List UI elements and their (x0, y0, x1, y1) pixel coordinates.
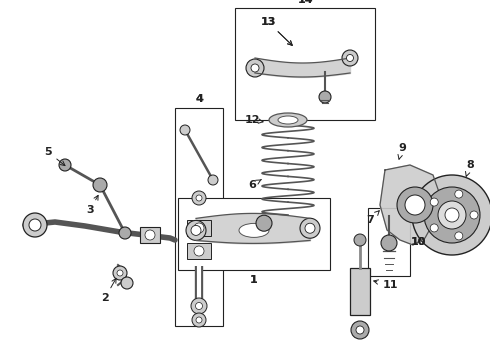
Circle shape (438, 201, 466, 229)
Circle shape (412, 175, 490, 255)
Text: 14: 14 (297, 0, 313, 5)
Circle shape (119, 227, 131, 239)
Text: 6: 6 (248, 180, 261, 190)
Circle shape (186, 220, 206, 240)
Bar (235, 8, 375, 120)
Bar (350, 268, 370, 315)
Circle shape (405, 195, 425, 215)
Circle shape (470, 211, 478, 219)
Circle shape (145, 230, 155, 240)
Circle shape (342, 50, 358, 66)
Bar (175, 108, 223, 326)
Bar (368, 208, 410, 276)
Ellipse shape (278, 116, 298, 124)
Text: 1: 1 (250, 275, 258, 285)
Text: 13: 13 (260, 17, 292, 45)
Circle shape (191, 225, 201, 235)
Circle shape (305, 223, 315, 233)
Circle shape (319, 91, 331, 103)
Text: 8: 8 (466, 160, 474, 176)
Text: 2: 2 (101, 278, 116, 303)
Circle shape (208, 175, 218, 185)
Circle shape (430, 198, 438, 206)
Circle shape (196, 195, 202, 201)
Circle shape (191, 298, 207, 314)
Circle shape (113, 266, 127, 280)
Text: 14: 14 (297, 0, 313, 5)
Ellipse shape (269, 113, 307, 127)
Bar (178, 198, 330, 270)
Circle shape (29, 219, 41, 231)
Circle shape (351, 321, 369, 339)
Circle shape (356, 326, 364, 334)
Circle shape (424, 187, 480, 243)
Circle shape (192, 313, 206, 327)
Circle shape (397, 187, 433, 223)
Text: 13: 13 (260, 17, 292, 45)
Circle shape (246, 59, 264, 77)
Circle shape (300, 218, 320, 238)
Circle shape (256, 215, 272, 231)
Text: 4: 4 (195, 94, 203, 104)
Text: 3: 3 (86, 195, 98, 215)
Text: 10: 10 (410, 237, 426, 247)
Circle shape (381, 235, 397, 251)
Text: 12: 12 (244, 115, 263, 125)
Circle shape (196, 302, 202, 310)
Circle shape (196, 317, 202, 323)
Circle shape (180, 125, 190, 135)
Text: 1: 1 (250, 275, 258, 285)
Text: 9: 9 (398, 143, 406, 159)
Bar (187, 243, 211, 259)
Text: 10: 10 (410, 237, 426, 247)
Circle shape (354, 234, 366, 246)
Circle shape (194, 246, 204, 256)
Bar (187, 220, 211, 236)
Circle shape (93, 178, 107, 192)
Circle shape (455, 232, 463, 240)
Bar (140, 227, 160, 243)
Ellipse shape (239, 224, 269, 237)
Text: 5: 5 (44, 147, 65, 166)
Circle shape (455, 190, 463, 198)
Circle shape (251, 64, 259, 72)
Circle shape (445, 208, 459, 222)
Circle shape (194, 223, 204, 233)
Circle shape (346, 54, 353, 62)
Text: 11: 11 (374, 280, 398, 290)
Text: 7: 7 (366, 211, 379, 225)
Circle shape (59, 159, 71, 171)
Circle shape (121, 277, 133, 289)
Circle shape (430, 224, 438, 232)
Circle shape (117, 270, 123, 276)
Polygon shape (380, 165, 440, 245)
Circle shape (23, 213, 47, 237)
Text: 4: 4 (195, 94, 203, 104)
Circle shape (192, 191, 206, 205)
